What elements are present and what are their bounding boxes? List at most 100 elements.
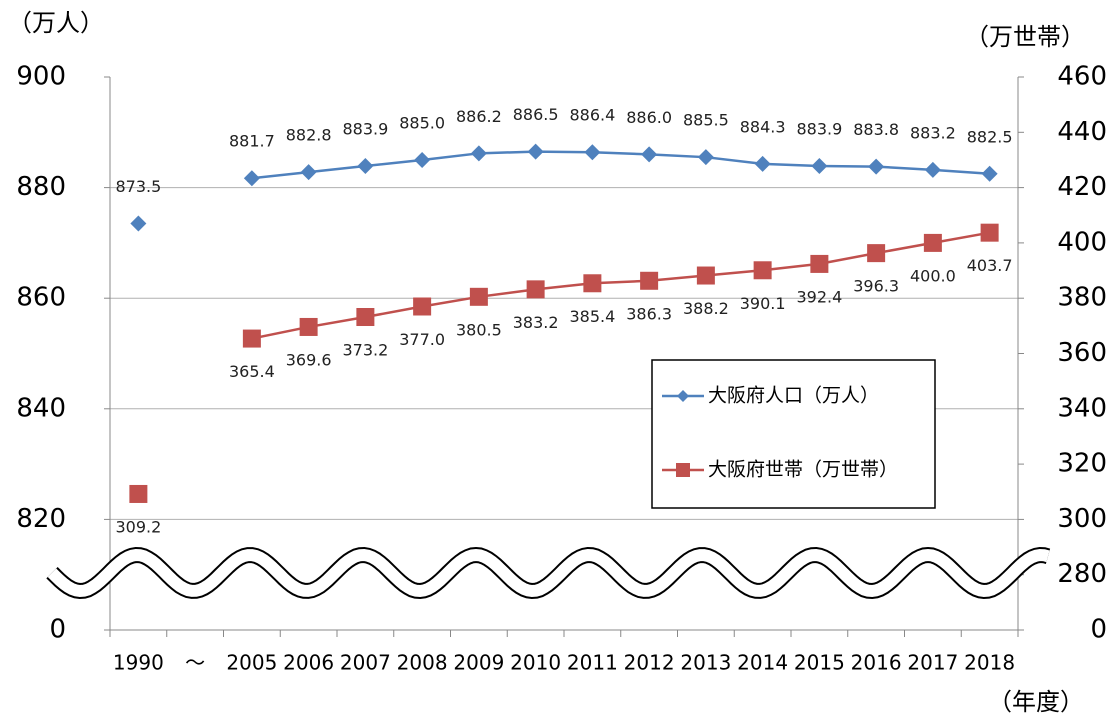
marker (414, 151, 431, 168)
marker (981, 165, 998, 182)
legend-box (651, 359, 936, 509)
value-label: 884.3 (740, 117, 786, 136)
x-tick-label: 2009 (453, 651, 504, 675)
x-tick-label: 2005 (226, 651, 277, 675)
value-label: 885.0 (399, 113, 445, 132)
marker (469, 287, 488, 306)
value-label: 886.0 (626, 108, 672, 127)
y2-tick-label: 340 (1057, 393, 1107, 423)
value-label: 885.5 (683, 111, 729, 130)
marker (811, 158, 828, 175)
value-label: 385.4 (569, 307, 615, 326)
value-label: 373.2 (342, 341, 388, 360)
value-label: 886.2 (456, 107, 502, 126)
value-label: 383.2 (513, 313, 559, 332)
marker (300, 164, 317, 181)
y2-tick-label: 300 (1057, 504, 1107, 534)
marker (810, 254, 829, 273)
x-tick-label: ～ (185, 651, 205, 675)
value-label: 886.4 (569, 106, 615, 125)
value-label: 403.7 (967, 256, 1013, 275)
y2-tick-label: 420 (1057, 172, 1107, 202)
y-tick-label: 840 (16, 393, 66, 423)
marker (753, 261, 772, 280)
value-label: 873.5 (115, 177, 161, 196)
marker (923, 233, 942, 252)
value-label: 369.6 (286, 350, 332, 369)
value-label: 377.0 (399, 330, 445, 349)
value-label: 881.7 (229, 132, 275, 151)
y-tick-label: 900 (16, 62, 66, 92)
value-label: 396.3 (853, 277, 899, 296)
value-label: 883.9 (796, 120, 842, 139)
marker (867, 244, 886, 263)
y2-tick-label: 380 (1057, 283, 1107, 313)
x-tick-label: 2012 (624, 651, 675, 675)
marker (242, 329, 261, 348)
legend-marker (676, 463, 690, 477)
y2-tick-label: 0 (1090, 615, 1107, 645)
marker (356, 308, 375, 327)
y-tick-label: 880 (16, 172, 66, 202)
y2-tick-label: 400 (1057, 227, 1107, 257)
marker (868, 158, 885, 175)
legend-marker (677, 390, 689, 402)
value-label: 365.4 (229, 362, 275, 381)
x-tick-label: 2013 (680, 651, 731, 675)
marker (583, 274, 602, 293)
x-axis-title: （年度） (988, 688, 1084, 716)
y-tick-label: 860 (16, 283, 66, 313)
y-tick-label: 820 (16, 504, 66, 534)
x-tick-label: 2014 (737, 651, 788, 675)
marker (299, 317, 318, 336)
value-label: 883.9 (342, 120, 388, 139)
series-line (251, 150, 990, 180)
value-label: 388.2 (683, 299, 729, 318)
marker (696, 266, 715, 285)
marker (413, 297, 432, 316)
value-label: 883.2 (910, 123, 956, 142)
x-tick-label: 2006 (283, 651, 334, 675)
value-label: 380.5 (456, 320, 502, 339)
legend-label: 大阪府人口（万人） (708, 385, 879, 407)
y2-tick-label: 360 (1057, 338, 1107, 368)
x-tick-label: 2018 (964, 651, 1015, 675)
x-tick-label: 2008 (397, 651, 448, 675)
axis-break-inner (47, 548, 1050, 598)
x-tick-label: 1990 (113, 651, 164, 675)
x-tick-label: 2016 (851, 651, 902, 675)
y2-tick-label: 280 (1057, 559, 1107, 589)
marker (697, 149, 714, 166)
marker (130, 215, 147, 232)
value-label: 882.5 (967, 127, 1013, 146)
series-line (251, 231, 990, 340)
marker (924, 161, 941, 178)
value-label: 386.3 (626, 304, 672, 323)
marker (640, 271, 659, 290)
marker (243, 170, 260, 187)
marker (641, 146, 658, 163)
x-tick-label: 2017 (907, 651, 958, 675)
value-label: 309.2 (115, 517, 161, 536)
marker (357, 158, 374, 175)
marker (584, 144, 601, 161)
value-label: 390.1 (740, 294, 786, 313)
y2-tick-label: 440 (1057, 117, 1107, 147)
marker (470, 145, 487, 162)
y2-axis-title: （万世帯） (965, 23, 1085, 51)
value-label: 886.5 (513, 105, 559, 124)
x-tick-label: 2011 (567, 651, 618, 675)
x-tick-label: 2007 (340, 651, 391, 675)
marker (980, 223, 999, 242)
marker (754, 155, 771, 172)
marker (527, 143, 544, 160)
y-tick-label: 0 (49, 615, 66, 645)
value-label: 392.4 (796, 287, 842, 306)
x-tick-label: 2010 (510, 651, 561, 675)
y2-tick-label: 320 (1057, 449, 1107, 479)
marker (526, 280, 545, 299)
value-label: 400.0 (910, 266, 956, 285)
value-label: 883.8 (853, 120, 899, 139)
y2-tick-label: 460 (1057, 62, 1107, 92)
